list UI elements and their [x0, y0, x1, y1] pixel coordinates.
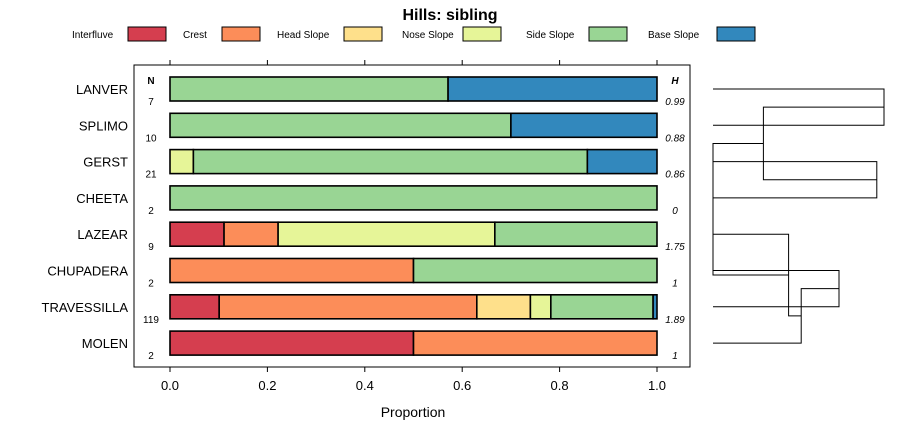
bar-segment-chupadera-crest — [169, 257, 415, 284]
bar-segment-chupadera-side-slope — [412, 257, 658, 284]
bar-segment-splimo-side-slope — [169, 112, 512, 139]
n-value-lanver: 7 — [148, 97, 154, 108]
legend: Interfluve Crest Head Slope Nose Slope Side … — [72, 26, 756, 42]
x-tick-label-3: 0.6 — [453, 378, 471, 393]
chart-title: Hills: sibling — [402, 7, 497, 24]
plot-panel — [133, 64, 691, 368]
bar-segment-lanver-base-slope — [447, 76, 658, 102]
x-tick-label-4: 0.8 — [551, 378, 569, 393]
x-tick-label-2: 0.4 — [356, 378, 374, 393]
dendrogram-link-6 — [712, 142, 789, 276]
row-label-lazear: LAZEAR — [77, 227, 128, 242]
bar-segment-gerst-nose-slope — [169, 148, 195, 175]
n-column-header: N — [147, 76, 154, 87]
h-value-molen: 1 — [672, 351, 678, 362]
h-value-lazear: 1.75 — [665, 242, 685, 253]
legend-label-2: Head Slope — [277, 30, 330, 41]
h-value-splimo: 0.88 — [665, 133, 685, 144]
bar-segment-travessilla-head-slope — [476, 293, 532, 320]
bar-segment-travessilla-base-slope — [652, 293, 658, 320]
legend-swatch-2 — [343, 26, 383, 42]
row-label-cheeta: CHEETA — [76, 191, 128, 206]
n-value-travessilla: 119 — [143, 315, 159, 326]
bar-segment-gerst-base-slope — [586, 148, 658, 175]
bar-row-splimo — [169, 112, 658, 139]
legend-label-5: Base Slope — [648, 30, 700, 41]
bar-segment-molen-interfluve — [169, 330, 415, 356]
n-value-molen: 2 — [148, 351, 154, 362]
bar-segment-splimo-base-slope — [510, 112, 658, 139]
x-axis: 0.0 0.2 0.4 0.6 0.8 1.0 — [161, 367, 666, 393]
h-value-gerst: 0.86 — [665, 170, 685, 181]
h-value-lanver: 0.99 — [665, 97, 685, 108]
bar-row-molen — [169, 330, 658, 356]
bar-segment-lazear-nose-slope — [277, 221, 496, 247]
row-label-chupadera: CHUPADERA — [47, 264, 128, 279]
legend-swatch-3 — [462, 26, 502, 42]
n-value-chupadera: 2 — [148, 279, 154, 290]
row-labels: LANVER SPLIMO GERST CHEETA LAZEAR CHUPADERA TR… — [42, 82, 129, 351]
n-value-cheeta: 2 — [148, 206, 154, 217]
bar-segment-lanver-side-slope — [169, 76, 449, 102]
h-column-header: H — [671, 76, 679, 87]
bar-row-lanver — [169, 76, 658, 102]
row-label-molen: MOLEN — [82, 336, 128, 351]
h-value-travessilla: 1.89 — [665, 315, 685, 326]
bar-segment-cheeta-side-slope — [169, 185, 658, 211]
bar-segment-lazear-interfluve — [169, 221, 225, 247]
bar-row-lazear — [169, 221, 658, 247]
n-labels: 7 10 21 2 9 2 119 2 — [143, 97, 159, 362]
bar-segment-travessilla-crest — [218, 293, 478, 320]
bar-segment-travessilla-interfluve — [169, 293, 220, 320]
bar-row-cheeta — [169, 185, 658, 211]
h-value-cheeta: 0 — [672, 206, 678, 217]
legend-label-1: Crest — [183, 30, 207, 41]
bar-segment-travessilla-nose-slope — [529, 293, 552, 320]
legend-swatch-4 — [588, 26, 628, 42]
bar-segment-lazear-side-slope — [494, 221, 658, 247]
row-label-lanver: LANVER — [76, 82, 128, 97]
row-label-splimo: SPLIMO — [79, 118, 128, 133]
n-value-gerst: 21 — [145, 170, 157, 181]
n-value-splimo: 10 — [145, 133, 157, 144]
bar-segment-travessilla-side-slope — [550, 293, 654, 320]
bar-row-chupadera — [169, 257, 658, 284]
bars — [169, 76, 658, 356]
x-tick-label-0: 0.0 — [161, 378, 179, 393]
dendrogram-link-4 — [713, 288, 839, 344]
bar-row-travessilla — [169, 293, 658, 320]
bar-segment-molen-crest — [412, 330, 658, 356]
top-ticks — [169, 60, 658, 65]
legend-label-4: Side Slope — [526, 30, 575, 41]
legend-swatch-5 — [716, 26, 756, 42]
dendrogram-link-2 — [762, 106, 884, 181]
x-tick-label-1: 0.2 — [258, 378, 276, 393]
n-value-lazear: 9 — [148, 242, 154, 253]
legend-swatch-1 — [221, 26, 261, 42]
legend-swatch-0 — [127, 26, 167, 42]
bar-segment-gerst-side-slope — [192, 148, 589, 175]
bar-segment-lazear-crest — [223, 221, 279, 247]
row-label-travessilla: TRAVESSILLA — [42, 300, 129, 315]
bar-row-gerst — [169, 148, 658, 175]
h-labels: 0.99 0.88 0.86 0 1.75 1 1.89 1 — [665, 97, 685, 362]
dendrogram — [712, 88, 885, 344]
x-tick-label-5: 1.0 — [648, 378, 666, 393]
x-axis-title: Proportion — [381, 404, 446, 420]
row-label-gerst: GERST — [83, 155, 128, 170]
h-value-chupadera: 1 — [672, 279, 678, 290]
legend-label-0: Interfluve — [72, 30, 114, 41]
legend-label-3: Nose Slope — [402, 30, 454, 41]
